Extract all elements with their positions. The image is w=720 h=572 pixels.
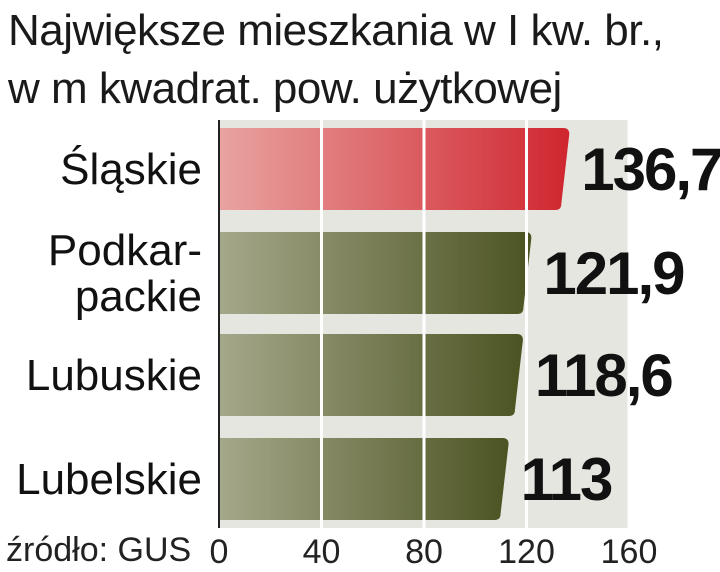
x-tick-label: 0 — [210, 533, 229, 571]
value-label: 121,9 — [543, 240, 684, 307]
source-note: źródło: GUS — [6, 531, 192, 569]
category-label: Lubelskie — [16, 455, 202, 504]
category-label: packie — [75, 272, 202, 321]
chart-title: Największe mieszkania w I kw. br., w m k… — [8, 2, 664, 118]
x-tick-label: 160 — [601, 533, 658, 571]
category-label: Podkar- — [48, 226, 202, 275]
gridlines — [320, 120, 631, 528]
x-tick-label: 120 — [498, 533, 555, 571]
x-axis-ticks: 0 40 80 120 160 — [210, 533, 658, 571]
category-label: Śląskie — [60, 143, 202, 194]
chart-title-line-2: w m kwadrat. pow. użytkowej — [8, 64, 562, 113]
chart-title-line-1: Największe mieszkania w I kw. br., — [8, 6, 664, 55]
value-label: 136,7 — [581, 136, 720, 203]
value-labels: 136,7 121,9 118,6 113 — [521, 136, 720, 513]
bar-podkarpackie — [219, 232, 532, 314]
bar-lubuskie — [219, 334, 523, 416]
bar-śląskie — [219, 128, 570, 210]
category-label: Lubuskie — [26, 351, 202, 400]
x-tick-label: 80 — [405, 533, 443, 571]
value-label: 118,6 — [535, 342, 672, 409]
bar-lubelskie — [219, 438, 509, 520]
value-label: 113 — [521, 446, 612, 513]
category-labels: Śląskie Podkar-packie Lubuskie Lubelskie — [16, 143, 202, 504]
x-tick-label: 40 — [303, 533, 341, 571]
bars — [219, 128, 570, 520]
